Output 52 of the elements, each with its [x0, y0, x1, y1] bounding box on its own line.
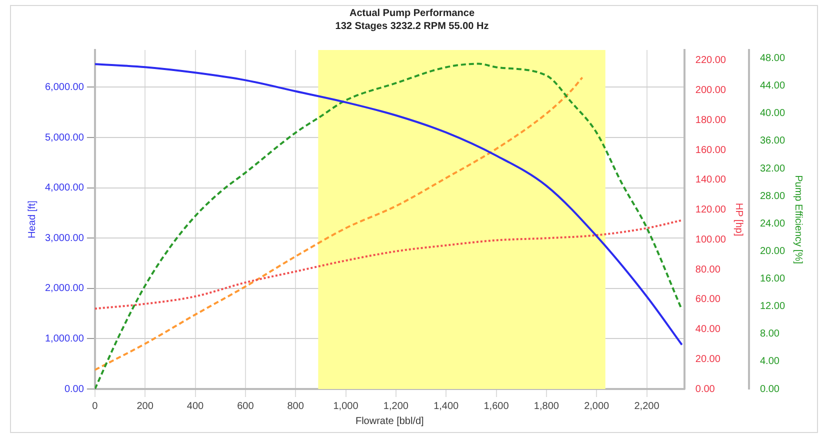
y3-tick-label: 12.00 [760, 301, 786, 312]
y2-tick-label: 80.00 [695, 264, 721, 276]
y3-tick-label: 16.00 [760, 274, 786, 285]
y2-axis-title: HP [hp] [733, 202, 744, 236]
y3-tick-label: 0.00 [760, 384, 780, 395]
y2-tick-label: 200.00 [695, 85, 726, 96]
y-tick-label: 4,000.00 [44, 182, 84, 194]
y-tick-label: 5,000.00 [44, 132, 84, 144]
chart-title: Actual Pump Performance [348, 7, 476, 20]
y3-tick-label: 44.00 [760, 80, 786, 92]
y2-tick-label: 60.00 [695, 294, 721, 306]
y2-tick-label: 0.00 [695, 384, 716, 395]
y2-tick-label: 100.00 [695, 234, 726, 246]
chart-subtitle: 132 Stages 3232.2 RPM 55.00 Hz [334, 20, 490, 33]
y2-tick-label: 20.00 [695, 354, 721, 365]
y2-tick-label: 120.00 [695, 204, 726, 216]
y-tick-label: 0.00 [64, 384, 84, 395]
x-tick-label: 1,400 [434, 400, 460, 412]
y3-tick-label: 40.00 [760, 108, 786, 120]
y3-tick-label: 8.00 [760, 328, 780, 340]
x-tick-label: 2,200 [634, 400, 660, 412]
x-tick-label: 600 [237, 400, 254, 412]
x-tick-label: 1,800 [534, 400, 560, 412]
line-series [94, 219, 683, 310]
y3-tick-label: 36.00 [760, 136, 786, 147]
x-tick-label: 200 [136, 400, 154, 412]
y3-tick-label: 4.00 [760, 356, 780, 368]
y-tick-label: 2,000.00 [44, 283, 84, 294]
y-tick-label: 1,000.00 [44, 333, 84, 344]
y2-tick-label: 140.00 [695, 174, 726, 186]
x-tick-label: 400 [186, 400, 204, 412]
x-tick-label: 1,200 [383, 400, 409, 412]
y3-tick-label: 24.00 [760, 218, 786, 230]
y-tick-label: 6,000.00 [44, 82, 84, 93]
x-tick-label: 1,600 [484, 400, 510, 412]
y2-tick-label: 180.00 [695, 114, 726, 126]
x-tick-label: 2,000 [584, 400, 610, 412]
y3-tick-label: 20.00 [760, 246, 786, 257]
x-axis-title: Flowrate [bbl/d] [355, 416, 424, 427]
y2-tick-label: 40.00 [695, 324, 721, 336]
x-tick-label: 800 [287, 400, 304, 412]
y3-axis-title: Pump Efficiency [%] [792, 175, 804, 264]
y3-tick-label: 32.00 [760, 163, 786, 174]
y-tick-label: 3,000.00 [44, 232, 84, 244]
y3-tick-label: 48.00 [760, 53, 786, 64]
y2-tick-label: 160.00 [695, 144, 726, 156]
x-tick-label: 1,000 [333, 400, 359, 412]
y3-tick-label: 28.00 [760, 190, 786, 202]
y2-tick-label: 220.00 [695, 55, 726, 66]
x-tick-label: 0 [92, 400, 98, 412]
y-axis-title: Head [ft] [26, 200, 38, 238]
line-series [94, 76, 584, 371]
